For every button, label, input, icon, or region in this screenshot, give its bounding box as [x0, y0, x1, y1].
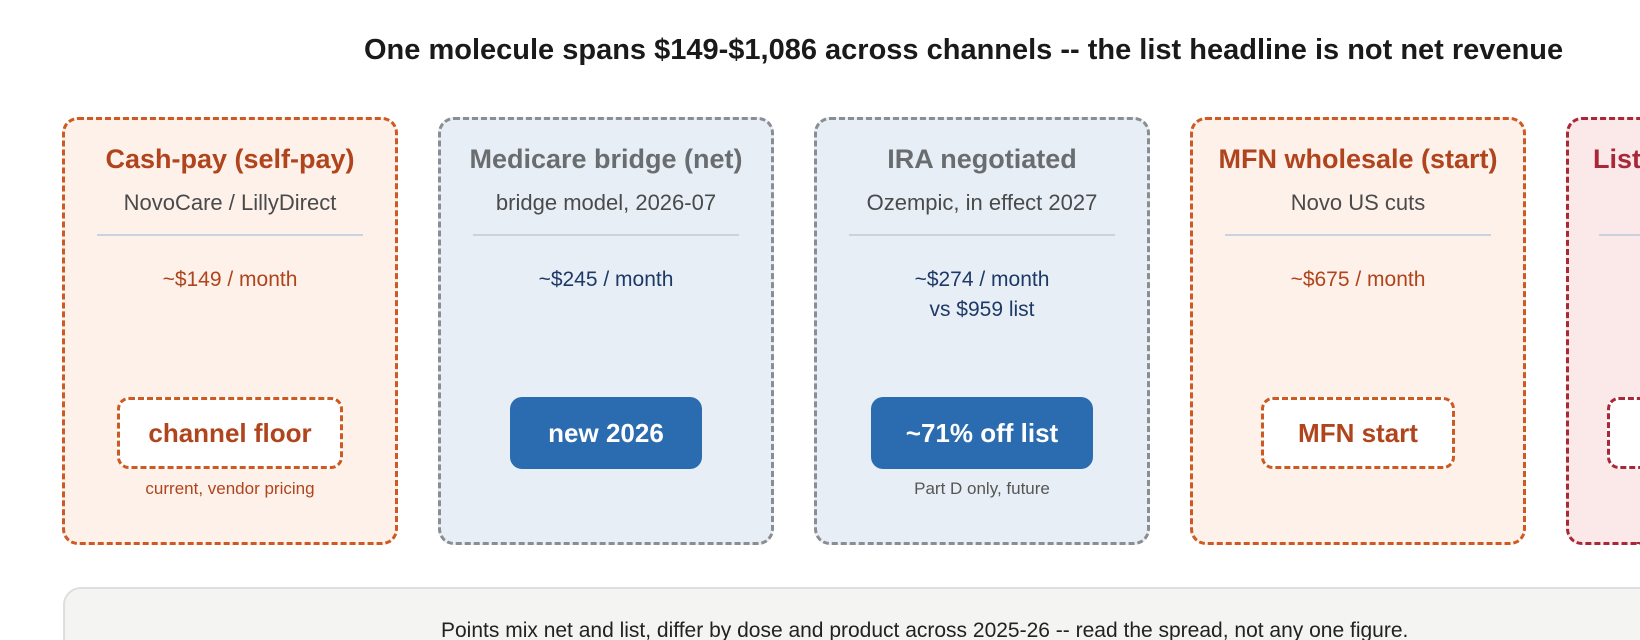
card-price: ~$149 / month: [65, 265, 395, 295]
card-price: ~$245 / month: [441, 265, 771, 295]
card-divider: [1599, 234, 1640, 236]
badge-off-list: ~71% off list: [871, 397, 1093, 469]
badge-channel-floor: channel floor: [117, 397, 343, 469]
price-line: ~$149 / month: [162, 268, 298, 291]
footer-note: Points mix net and list, differ by dose …: [441, 619, 1409, 640]
card-cash-pay: Cash-pay (self-pay) NovoCare / LillyDire…: [62, 117, 398, 545]
price-line: ~$675 / month: [1290, 268, 1426, 291]
card-subtitle: NovoCare / LillyDirect: [123, 190, 337, 215]
card-badge: [1607, 397, 1640, 469]
card-subtitle: Ozempic, in effect 2027: [866, 190, 1098, 215]
card-subtitle: Novo US cuts: [1290, 190, 1426, 215]
card-divider: [849, 234, 1115, 236]
price-line: ~$245 / month: [538, 268, 674, 291]
diagram-title: One molecule spans $149-$1,086 across ch…: [364, 34, 1564, 66]
card-note: current, vendor pricing: [145, 479, 315, 498]
card-list: List: [1566, 117, 1640, 545]
card-divider: [473, 234, 739, 236]
card-price: ~$274 / month vs $959 list: [817, 265, 1147, 325]
price-comparison: vs $959 list: [929, 298, 1035, 321]
card-divider: [97, 234, 363, 236]
card-price: ~$675 / month: [1193, 265, 1523, 295]
badge-mfn-start: MFN start: [1261, 397, 1455, 469]
card-note: Part D only, future: [914, 479, 1050, 498]
card-title: Medicare bridge (net): [469, 144, 743, 174]
card-title: List: [1593, 144, 1640, 174]
card-title: MFN wholesale (start): [1218, 144, 1498, 174]
card-mfn-wholesale: MFN wholesale (start) Novo US cuts ~$675…: [1190, 117, 1526, 545]
card-divider: [1225, 234, 1491, 236]
badge-new-2026: new 2026: [510, 397, 702, 469]
card-title: Cash-pay (self-pay): [105, 144, 355, 174]
card-ira-negotiated: IRA negotiated Ozempic, in effect 2027 ~…: [814, 117, 1150, 545]
card-title: IRA negotiated: [887, 144, 1077, 174]
card-subtitle: bridge model, 2026-07: [495, 190, 717, 215]
card-medicare-bridge: Medicare bridge (net) bridge model, 2026…: [438, 117, 774, 545]
price-line: ~$274 / month: [914, 268, 1050, 291]
footer-note-box: Points mix net and list, differ by dose …: [63, 587, 1640, 640]
